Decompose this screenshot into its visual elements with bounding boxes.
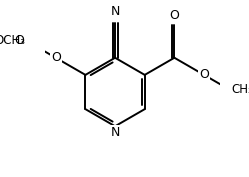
Text: N: N xyxy=(110,5,120,18)
Text: O: O xyxy=(199,68,209,81)
Text: CH₃: CH₃ xyxy=(231,83,249,96)
Text: OCH₃: OCH₃ xyxy=(0,34,25,47)
Text: N: N xyxy=(110,126,120,139)
Text: O: O xyxy=(170,9,179,22)
Text: O: O xyxy=(51,51,61,64)
Text: O: O xyxy=(14,34,24,47)
